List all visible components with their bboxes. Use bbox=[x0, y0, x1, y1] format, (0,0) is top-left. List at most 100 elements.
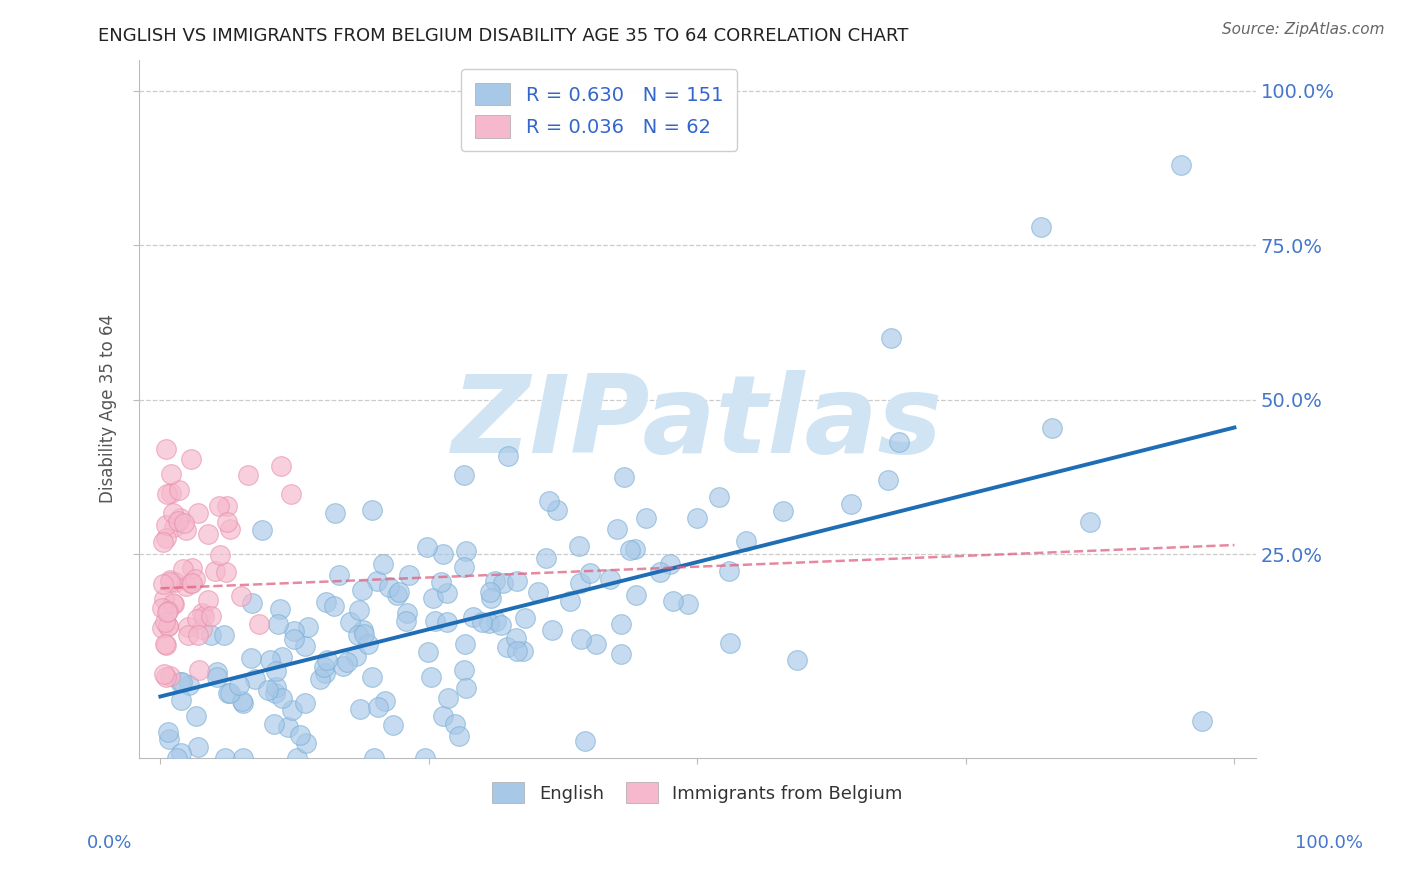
Point bbox=[347, 628, 370, 642]
Point bbox=[155, 517, 177, 532]
Point bbox=[214, 751, 236, 765]
Point bbox=[181, 575, 204, 590]
Point bbox=[876, 473, 898, 487]
Point bbox=[280, 487, 302, 501]
Point bbox=[240, 651, 263, 665]
Point bbox=[395, 606, 418, 620]
Point bbox=[322, 599, 344, 614]
Point bbox=[363, 751, 385, 765]
Point bbox=[277, 720, 299, 734]
Point bbox=[444, 717, 467, 731]
Point bbox=[489, 618, 512, 632]
Point bbox=[432, 708, 454, 723]
Point bbox=[568, 539, 591, 553]
Point bbox=[152, 577, 174, 591]
Point bbox=[188, 663, 211, 677]
Point bbox=[718, 635, 741, 649]
Point bbox=[478, 615, 501, 630]
Point bbox=[526, 585, 548, 599]
Point bbox=[281, 703, 304, 717]
Point bbox=[215, 566, 238, 580]
Point bbox=[599, 572, 621, 586]
Point bbox=[232, 696, 254, 710]
Point bbox=[659, 557, 682, 571]
Point bbox=[388, 584, 411, 599]
Point bbox=[371, 558, 394, 572]
Point bbox=[150, 621, 173, 635]
Point bbox=[574, 734, 596, 748]
Point bbox=[294, 639, 316, 653]
Point bbox=[271, 649, 294, 664]
Point bbox=[264, 686, 287, 700]
Point bbox=[569, 632, 592, 647]
Point bbox=[174, 579, 197, 593]
Point bbox=[419, 670, 441, 684]
Point bbox=[243, 673, 266, 687]
Point bbox=[215, 515, 238, 529]
Point bbox=[479, 591, 502, 605]
Point bbox=[492, 575, 515, 590]
Point bbox=[534, 551, 557, 566]
Point bbox=[366, 574, 388, 589]
Point bbox=[256, 682, 278, 697]
Point bbox=[153, 667, 176, 681]
Point bbox=[506, 644, 529, 658]
Point bbox=[734, 534, 756, 549]
Point bbox=[170, 747, 193, 761]
Point bbox=[208, 500, 231, 514]
Point bbox=[219, 522, 242, 536]
Point bbox=[505, 574, 527, 588]
Point bbox=[623, 541, 645, 556]
Point bbox=[157, 618, 180, 632]
Point bbox=[170, 693, 193, 707]
Point bbox=[786, 653, 808, 667]
Point bbox=[264, 665, 287, 679]
Point bbox=[208, 548, 231, 562]
Point bbox=[183, 572, 205, 586]
Point bbox=[357, 638, 380, 652]
Point bbox=[197, 593, 219, 607]
Point bbox=[288, 727, 311, 741]
Point bbox=[512, 643, 534, 657]
Point bbox=[416, 645, 439, 659]
Point bbox=[153, 637, 176, 651]
Point bbox=[187, 628, 209, 642]
Point bbox=[505, 631, 527, 645]
Point bbox=[328, 568, 350, 582]
Point bbox=[157, 604, 180, 618]
Point bbox=[191, 622, 214, 636]
Point bbox=[169, 675, 191, 690]
Point bbox=[193, 608, 215, 623]
Point bbox=[177, 620, 200, 634]
Text: 0.0%: 0.0% bbox=[87, 834, 132, 852]
Point bbox=[238, 467, 260, 482]
Point bbox=[416, 540, 439, 554]
Point bbox=[232, 751, 254, 765]
Point bbox=[413, 751, 436, 765]
Point bbox=[187, 740, 209, 755]
Text: Source: ZipAtlas.com: Source: ZipAtlas.com bbox=[1222, 22, 1385, 37]
Point bbox=[197, 527, 219, 541]
Point bbox=[374, 694, 396, 708]
Point bbox=[252, 523, 274, 537]
Point bbox=[153, 615, 176, 630]
Point bbox=[471, 615, 494, 629]
Point bbox=[167, 515, 190, 529]
Point bbox=[247, 616, 270, 631]
Point bbox=[205, 665, 228, 680]
Point bbox=[436, 586, 458, 600]
Point bbox=[484, 614, 506, 628]
Point bbox=[619, 543, 641, 558]
Point bbox=[159, 574, 181, 589]
Point bbox=[456, 544, 478, 558]
Point bbox=[173, 516, 195, 530]
Point bbox=[219, 686, 242, 700]
Point bbox=[349, 702, 371, 716]
Point bbox=[395, 614, 418, 628]
Point bbox=[159, 573, 181, 587]
Point bbox=[217, 686, 239, 700]
Point bbox=[297, 620, 319, 634]
Point bbox=[447, 729, 470, 743]
Point bbox=[613, 469, 636, 483]
Point bbox=[157, 724, 180, 739]
